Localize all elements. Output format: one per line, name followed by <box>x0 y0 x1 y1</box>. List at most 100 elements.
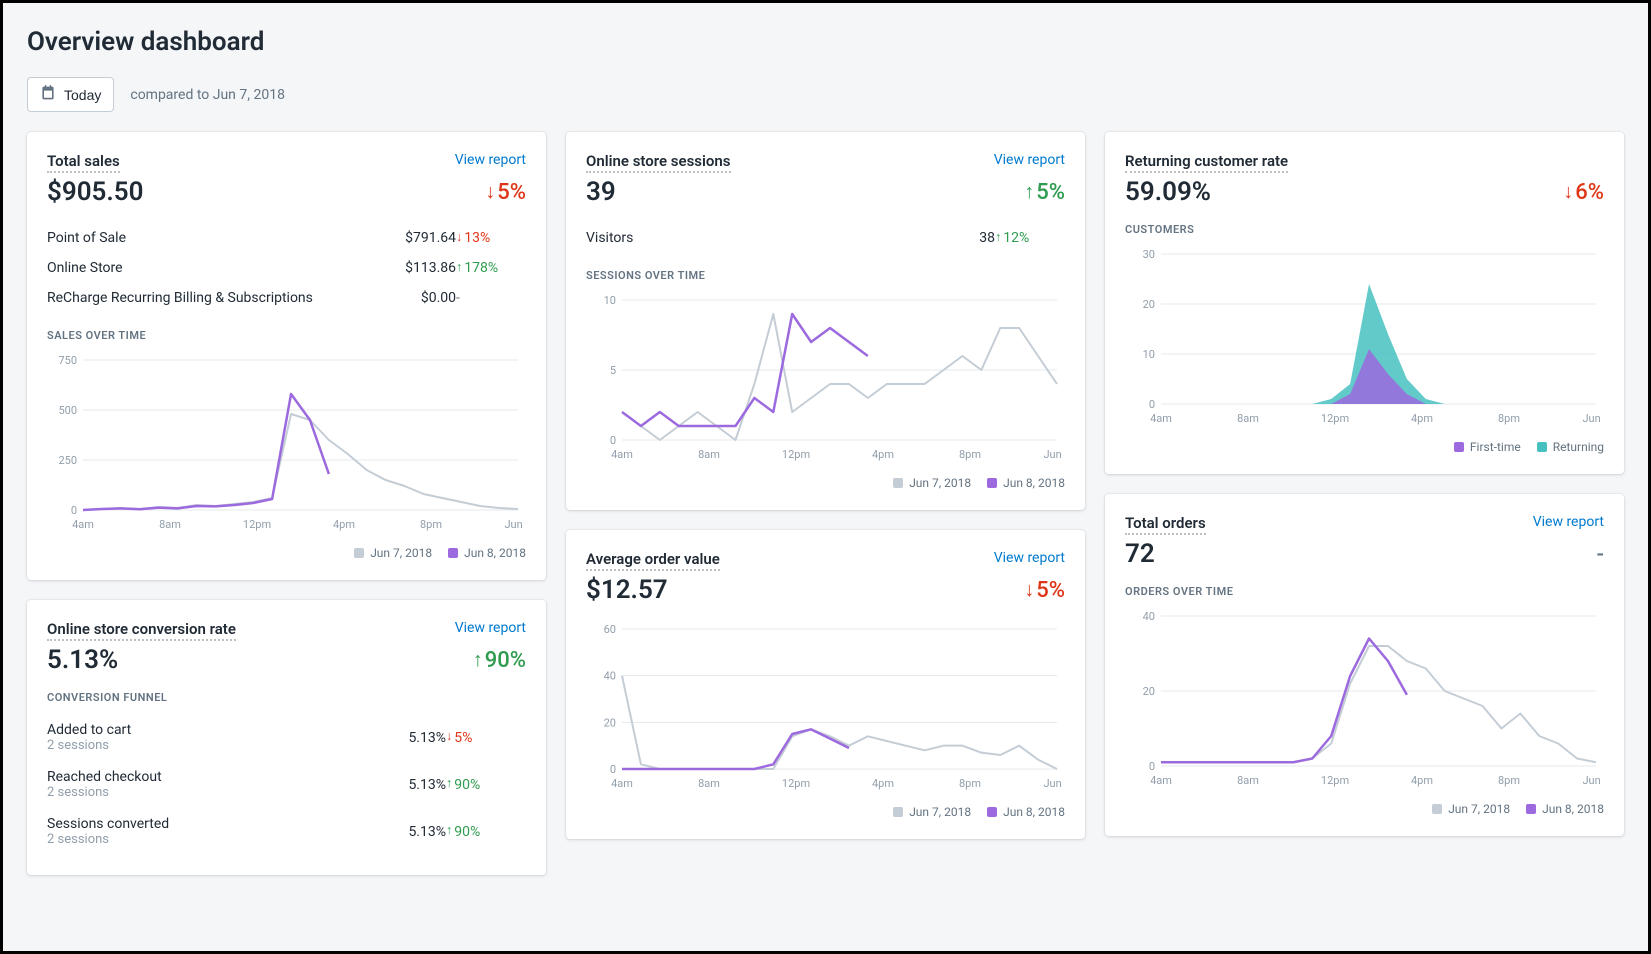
chart-legend: Jun 7, 2018 Jun 8, 2018 <box>47 546 526 560</box>
svg-text:8am: 8am <box>1237 774 1259 787</box>
date-range-button[interactable]: Today <box>27 77 114 112</box>
breakdown-value: $0.00 <box>366 290 456 306</box>
svg-text:250: 250 <box>58 454 77 467</box>
legend-swatch <box>1526 804 1536 814</box>
legend-swatch <box>1454 442 1464 452</box>
svg-text:4am: 4am <box>1150 412 1172 425</box>
legend-swatch <box>893 807 903 817</box>
svg-text:0: 0 <box>610 434 616 447</box>
metric-delta: ↓5% <box>485 180 526 205</box>
svg-text:60: 60 <box>604 623 616 636</box>
card-title: Average order value <box>586 550 720 571</box>
svg-text:20: 20 <box>604 716 616 729</box>
chart-legend: Jun 7, 2018 Jun 8, 2018 <box>1125 802 1604 816</box>
breakdown-value: 38 <box>905 230 995 246</box>
returning-chart: 01020304am8am12pm4pm8pmJun 9 <box>1125 246 1604 426</box>
svg-text:20: 20 <box>1143 298 1155 311</box>
funnel-step-delta: ↓5% <box>446 730 526 746</box>
breakdown-row: Online Store$113.86↑178% <box>47 253 526 283</box>
breakdown-label: Point of Sale <box>47 230 366 246</box>
card-conversion: Online store conversion rate View report… <box>27 600 546 875</box>
svg-text:8pm: 8pm <box>959 777 981 790</box>
metric-delta: ↓6% <box>1563 180 1604 205</box>
funnel-step-delta: ↑90% <box>446 824 526 840</box>
breakdown-row: Visitors38↑12% <box>586 223 1065 253</box>
view-report-link[interactable]: View report <box>994 550 1065 566</box>
chart-label: ORDERS OVER TIME <box>1125 585 1604 598</box>
funnel-step-title: Reached checkout <box>47 769 366 785</box>
view-report-link[interactable]: View report <box>994 152 1065 168</box>
metric-value: 72 <box>1125 539 1155 569</box>
svg-text:12pm: 12pm <box>1321 412 1349 425</box>
legend-item: First-time <box>1454 440 1521 454</box>
legend-swatch <box>987 478 997 488</box>
card-aov: Average order value View report $12.57 ↓… <box>566 530 1085 839</box>
metric-delta: ↑90% <box>473 648 526 673</box>
view-report-link[interactable]: View report <box>455 620 526 636</box>
funnel-step-value: 5.13% <box>366 730 446 746</box>
legend-text: Jun 8, 2018 <box>1003 476 1065 490</box>
funnel-row: Added to cart2 sessions5.13%↓5% <box>47 714 526 761</box>
legend-text: Jun 7, 2018 <box>909 805 971 819</box>
card-total-sales: Total sales View report $905.50 ↓5% Poin… <box>27 132 546 580</box>
chart-label: SESSIONS OVER TIME <box>586 269 1065 282</box>
legend-swatch <box>354 548 364 558</box>
legend-swatch <box>1537 442 1547 452</box>
breakdown-label: Visitors <box>586 230 905 246</box>
view-report-link[interactable]: View report <box>455 152 526 168</box>
svg-text:4pm: 4pm <box>1411 774 1433 787</box>
breakdown-row: Point of Sale$791.64↓13% <box>47 223 526 253</box>
svg-text:500: 500 <box>58 404 77 417</box>
funnel-step-sub: 2 sessions <box>47 738 366 753</box>
legend-item: Jun 7, 2018 <box>893 476 971 490</box>
compared-to-text: compared to Jun 7, 2018 <box>130 87 285 103</box>
chart-label: CUSTOMERS <box>1125 223 1604 236</box>
svg-text:20: 20 <box>1143 685 1155 698</box>
chart-label: SALES OVER TIME <box>47 329 526 342</box>
svg-text:Jun 9: Jun 9 <box>1043 448 1065 461</box>
svg-text:Jun 9: Jun 9 <box>1043 777 1065 790</box>
legend-text: Jun 8, 2018 <box>1542 802 1604 816</box>
card-title: Online store sessions <box>586 152 731 173</box>
metric-value: 39 <box>586 177 616 207</box>
chart-legend: Jun 7, 2018Jun 8, 2018 <box>586 805 1065 819</box>
column-1: Total sales View report $905.50 ↓5% Poin… <box>27 132 546 875</box>
svg-text:12pm: 12pm <box>782 777 810 790</box>
calendar-icon <box>40 85 56 104</box>
metric-value: $905.50 <box>47 177 144 207</box>
svg-text:4pm: 4pm <box>333 518 355 531</box>
card-title: Total orders <box>1125 514 1206 535</box>
svg-text:12pm: 12pm <box>1321 774 1349 787</box>
svg-text:8am: 8am <box>1237 412 1259 425</box>
breakdown-row: ReCharge Recurring Billing & Subscriptio… <box>47 283 526 313</box>
legend-item: Jun 7, 2018 <box>354 546 432 560</box>
legend-item: Returning <box>1537 440 1604 454</box>
metric-value: 5.13% <box>47 645 118 675</box>
metric-value: $12.57 <box>586 575 668 605</box>
svg-text:4pm: 4pm <box>1411 412 1433 425</box>
svg-text:Jun 9: Jun 9 <box>504 518 526 531</box>
svg-text:4am: 4am <box>611 448 633 461</box>
svg-text:Jun 9: Jun 9 <box>1582 412 1604 425</box>
svg-text:4am: 4am <box>72 518 94 531</box>
funnel-step-value: 5.13% <box>366 824 446 840</box>
chart-legend: First-time Returning <box>1125 440 1604 454</box>
metric-delta: ↑5% <box>1024 180 1065 205</box>
breakdown-delta: ↓13% <box>456 230 526 246</box>
legend-swatch <box>893 478 903 488</box>
view-report-link[interactable]: View report <box>1533 514 1604 530</box>
sales-breakdown: Point of Sale$791.64↓13%Online Store$113… <box>47 223 526 313</box>
funnel-row: Sessions converted2 sessions5.13%↑90% <box>47 808 526 855</box>
card-title: Returning customer rate <box>1125 152 1288 173</box>
breakdown-value: $791.64 <box>366 230 456 246</box>
svg-text:30: 30 <box>1143 248 1155 261</box>
sessions-breakdown: Visitors38↑12% <box>586 223 1065 253</box>
legend-item: Jun 8, 2018 <box>448 546 526 560</box>
svg-text:8pm: 8pm <box>959 448 981 461</box>
legend-text: Jun 7, 2018 <box>1448 802 1510 816</box>
funnel-step-delta: ↑90% <box>446 777 526 793</box>
legend-swatch <box>1432 804 1442 814</box>
svg-text:4am: 4am <box>611 777 633 790</box>
column-3: Returning customer rate 59.09% ↓6% CUSTO… <box>1105 132 1624 875</box>
funnel-step-title: Added to cart <box>47 722 366 738</box>
